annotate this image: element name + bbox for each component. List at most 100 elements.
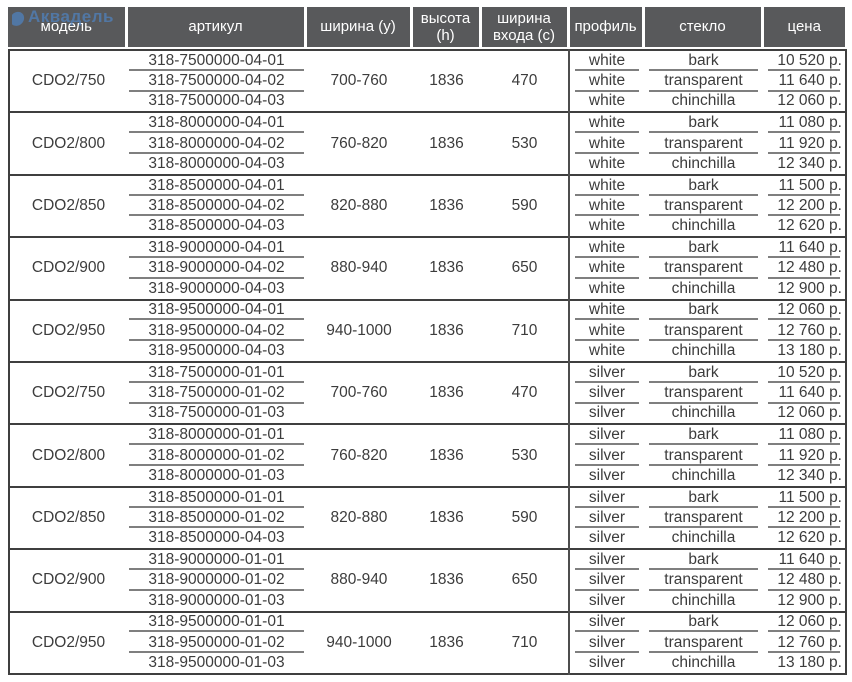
profile-cell: silver bbox=[588, 466, 626, 484]
sku-cell: 318-9000000-01-01 bbox=[127, 548, 306, 570]
profile-cell: silver bbox=[588, 404, 626, 422]
height-cell: 1836 bbox=[412, 548, 481, 612]
table-row: 318-9500000-04-02 white transparent 12 760 … bbox=[9, 320, 846, 342]
profile-cell: silver bbox=[569, 610, 644, 633]
profile-cell: white bbox=[569, 173, 644, 196]
price-cell: 12 200 р. bbox=[763, 507, 846, 529]
table-row: 318-8000000-04-03 white chinchilla 12 340 р… bbox=[9, 154, 846, 175]
sku-cell: 318-9000000-04-01 bbox=[127, 236, 306, 258]
price-cell: 12 620 р. bbox=[777, 529, 842, 547]
sku-cell: 318-9500000-04-03 bbox=[148, 342, 285, 360]
price-cell: 11 640 р. bbox=[763, 548, 846, 570]
price-cell: 11 640 р. bbox=[763, 382, 846, 404]
profile-cell: white bbox=[569, 298, 644, 321]
glass-cell: transparent bbox=[644, 632, 763, 654]
profile-cell: white bbox=[569, 133, 644, 154]
price-cell: 12 060 р. bbox=[763, 610, 846, 633]
model-cell: CDO2/800 bbox=[9, 111, 127, 175]
glass-cell: chinchilla bbox=[671, 654, 736, 671]
height-cell: 1836 bbox=[412, 173, 481, 238]
profile-cell: silver bbox=[588, 654, 626, 671]
price-cell: 11 500 р. bbox=[763, 173, 846, 196]
height-cell: 1836 bbox=[412, 48, 481, 113]
sku-cell: 318-8000000-01-03 bbox=[148, 466, 285, 484]
price-cell: 12 480 р. bbox=[763, 257, 846, 279]
profile-cell: silver bbox=[569, 485, 644, 508]
entry-cell: 470 bbox=[481, 48, 570, 113]
model-cell: CDO2/800 bbox=[9, 423, 127, 487]
price-cell: 12 760 р. bbox=[763, 320, 846, 342]
glass-cell: transparent bbox=[644, 382, 763, 404]
glass-cell: transparent bbox=[644, 70, 763, 92]
table-row: 318-8500000-04-02 white transparent 12 200 … bbox=[9, 195, 846, 217]
glass-cell: transparent bbox=[644, 569, 763, 591]
column-header-model: модель bbox=[8, 7, 128, 47]
sku-cell: 318-7500000-01-01 bbox=[127, 360, 306, 383]
sku-cell: 318-8000000-04-02 bbox=[127, 133, 306, 154]
sku-cell: 318-9000000-01-03 bbox=[148, 591, 285, 609]
profile-cell: white bbox=[569, 257, 644, 279]
model-cell: CDO2/950 bbox=[9, 610, 127, 674]
profile-cell: white bbox=[569, 70, 644, 92]
table-row: CDO2/900 318-9000000-04-01 880-940 1836 650 w… bbox=[9, 236, 846, 300]
profile-cell: silver bbox=[569, 360, 644, 383]
height-cell: 1836 bbox=[412, 360, 481, 425]
sku-cell: 318-7500000-01-03 bbox=[148, 404, 285, 422]
price-table: модель артикул ширина (y) высота (h) шир… bbox=[8, 7, 847, 675]
model-cell: CDO2/750 bbox=[9, 48, 127, 113]
table-row: 318-9500000-04-03 white chinchilla 13 180 р… bbox=[9, 341, 846, 362]
price-cell: 11 640 р. bbox=[763, 70, 846, 92]
price-cell: 12 340 р. bbox=[777, 466, 842, 484]
model-cell: CDO2/900 bbox=[9, 548, 127, 612]
profile-cell: silver bbox=[588, 591, 626, 609]
entry-cell: 650 bbox=[481, 548, 570, 612]
width-cell: 820-880 bbox=[306, 173, 412, 238]
table-row: 318-7500000-04-02 white transparent 11 640 … bbox=[9, 70, 846, 92]
model-cell: CDO2/850 bbox=[9, 485, 127, 550]
price-cell: 11 920 р. bbox=[763, 133, 846, 154]
price-cell: 13 180 р. bbox=[777, 342, 842, 360]
column-header-width: ширина (y) bbox=[305, 7, 413, 47]
height-cell: 1836 bbox=[412, 111, 481, 175]
glass-cell: transparent bbox=[644, 257, 763, 279]
table-row: CDO2/800 318-8000000-01-01 760-820 1836 530 s… bbox=[9, 423, 846, 487]
price-cell: 11 920 р. bbox=[763, 445, 846, 466]
entry-cell: 530 bbox=[481, 111, 570, 175]
profile-cell: white bbox=[588, 217, 626, 235]
table-row: 318-8500000-01-02 silver transparent 12 200… bbox=[9, 507, 846, 529]
profile-cell: white bbox=[569, 49, 644, 71]
height-cell: 1836 bbox=[412, 610, 481, 674]
price-cell: 11 640 р. bbox=[763, 236, 846, 258]
profile-cell: white bbox=[569, 320, 644, 342]
width-cell: 820-880 bbox=[306, 485, 412, 550]
price-cell: 12 480 р. bbox=[763, 569, 846, 591]
glass-cell: chinchilla bbox=[671, 217, 736, 235]
sku-cell: 318-8500000-04-03 bbox=[148, 217, 285, 235]
table-row: CDO2/850 318-8500000-01-01 820-880 1836 590 s… bbox=[9, 485, 846, 550]
column-header-sku: артикул bbox=[126, 7, 307, 47]
sku-cell: 318-9000000-01-02 bbox=[127, 569, 306, 591]
profile-cell: silver bbox=[569, 548, 644, 570]
price-cell: 12 200 р. bbox=[763, 195, 846, 217]
width-cell: 760-820 bbox=[306, 111, 412, 175]
glass-cell: chinchilla bbox=[671, 466, 736, 484]
price-cell: 11 080 р. bbox=[763, 423, 846, 446]
width-cell: 700-760 bbox=[306, 360, 412, 425]
price-table-body: CDO2/750 318-7500000-04-01 700-760 1836 470 w… bbox=[9, 48, 846, 674]
glass-cell: bark bbox=[644, 173, 763, 196]
table-row: 318-8000000-01-02 silver transparent 11 920… bbox=[9, 445, 846, 466]
glass-cell: chinchilla bbox=[671, 279, 736, 297]
glass-cell: chinchilla bbox=[671, 404, 736, 422]
profile-cell: white bbox=[588, 92, 626, 110]
table-row: 318-8000000-01-03 silver chinchilla 12 340 … bbox=[9, 466, 846, 487]
column-header-profile: профиль bbox=[568, 7, 645, 47]
sku-cell: 318-9000000-04-03 bbox=[148, 279, 285, 297]
table-row: 318-7500000-04-03 white chinchilla 12 060 р… bbox=[9, 92, 846, 113]
sku-cell: 318-8000000-01-02 bbox=[127, 445, 306, 466]
profile-cell: silver bbox=[569, 423, 644, 446]
price-cell: 12 060 р. bbox=[777, 92, 842, 110]
glass-cell: transparent bbox=[644, 507, 763, 529]
sku-cell: 318-9500000-04-02 bbox=[127, 320, 306, 342]
entry-cell: 530 bbox=[481, 423, 570, 487]
